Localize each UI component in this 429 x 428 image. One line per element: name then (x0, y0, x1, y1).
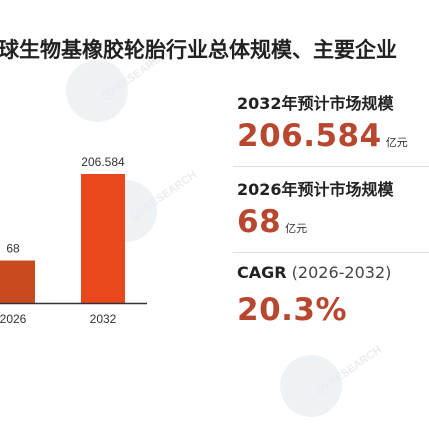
x-tick-label-2026: 2026 (0, 312, 27, 326)
watermark-logo: QYRESEARCH (66, 49, 170, 122)
stat-unit: 亿元 (285, 222, 308, 235)
stat-label: 2026年预计市场规模 (237, 180, 394, 199)
stat-value-row: 20.3% (237, 292, 347, 328)
bar-chart: 68 2026 206.584 2032 (0, 155, 147, 326)
cagr-range: (2026-2032) (291, 263, 392, 282)
stat-unit: 亿元 (385, 136, 408, 149)
divider (233, 252, 429, 253)
stat-market-2026: 2026年预计市场规模 (237, 176, 394, 200)
stat-value-row: 68 亿元 (237, 204, 307, 240)
watermark-logo: QYRESEARCH (280, 344, 384, 417)
data-label-2032: 206.584 (81, 155, 125, 169)
bar-2026 (0, 260, 35, 303)
page-title: 球生物基橡胶轮胎行业总体规模、主要企业 (0, 38, 397, 62)
divider (233, 166, 429, 167)
data-label-2026: 68 (6, 242, 20, 256)
cagr-label: CAGR (237, 263, 287, 282)
stat-market-2032: 2032年预计市场规模 (237, 90, 394, 114)
stat-value: 206.584 (237, 118, 382, 154)
cagr-value: 20.3% (237, 292, 348, 328)
bar-2032 (81, 174, 125, 303)
stat-cagr: CAGR (2026-2032) (237, 263, 391, 282)
stat-value-row: 206.584 亿元 (237, 118, 408, 154)
stat-label: 2032年预计市场规模 (237, 94, 394, 113)
stat-value: 68 (237, 204, 282, 240)
x-tick-label-2032: 2032 (90, 312, 117, 326)
